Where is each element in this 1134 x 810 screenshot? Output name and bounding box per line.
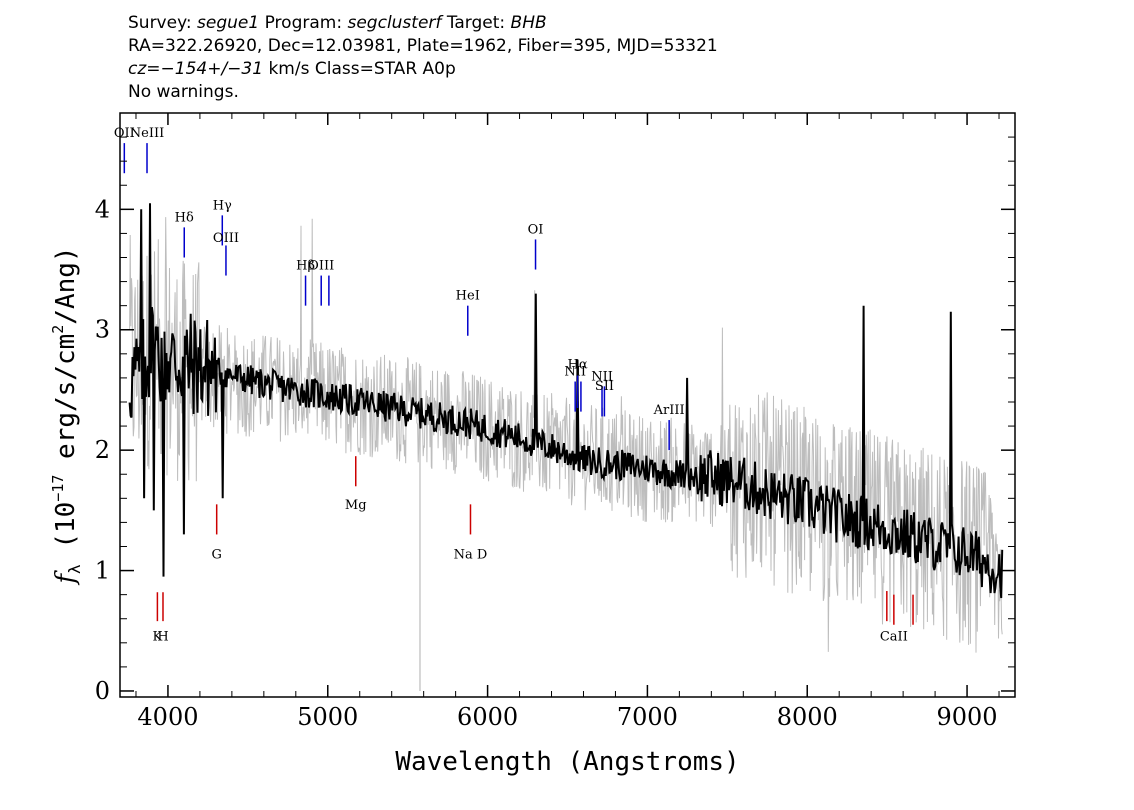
spectral-line-markers: HδHγOIIIHβOIIIHeIOINIIHαNIISIIArIIIOIINe…: [114, 126, 914, 644]
x-tick-label: 9000: [937, 703, 998, 731]
absorption-line-label: G: [211, 547, 221, 562]
y-tick-label: 4: [95, 195, 110, 223]
emission-line-label: Hδ: [175, 210, 194, 225]
y-label-exp2: 2: [49, 325, 67, 334]
x-tick-label: 4000: [137, 703, 198, 731]
y-axis-label: fλ (10−17 erg/s/cm2/Ang): [49, 246, 84, 585]
emission-line-label: HeI: [456, 289, 480, 304]
y-tick-label: 1: [95, 557, 110, 585]
emission-line-label: Hα: [568, 357, 588, 372]
smoothed-series: [128, 203, 1004, 599]
smoothed-trace: [128, 203, 1004, 599]
emission-line-label: Hβ: [296, 259, 315, 274]
emission-line-label: NII: [591, 369, 613, 384]
emission-line-label: NeIII: [130, 126, 164, 141]
absorption-line-label: Mg: [345, 498, 367, 513]
survey-value: segue1: [197, 13, 260, 33]
emission-line-label: OIII: [213, 231, 239, 246]
survey-label: Survey:: [128, 13, 192, 33]
emission-line-label: NII: [564, 364, 586, 379]
y-label-sub: λ: [65, 564, 84, 574]
y-label-pre: (10: [51, 502, 81, 565]
program-label: Program:: [264, 13, 343, 33]
emission-line-label: OI: [528, 222, 544, 237]
emission-line-label: Hγ: [213, 198, 232, 213]
header-line-warnings: No warnings.: [128, 82, 239, 102]
y-label-post: /Ang): [51, 246, 81, 324]
target-value: BHB: [510, 13, 547, 33]
absorption-line-label: H: [157, 629, 168, 644]
target-label: Target:: [446, 13, 506, 33]
cz-value: cz=−154+/−31: [128, 59, 264, 79]
emission-line-label: ArIII: [653, 403, 685, 418]
x-axis-label: Wavelength (Angstroms): [395, 747, 739, 777]
x-tick-label: 8000: [777, 703, 838, 731]
y-tick-label: 0: [95, 677, 110, 705]
x-tick-label: 5000: [297, 703, 358, 731]
header-line-survey: Survey: segue1 Program: segclusterf Targ…: [128, 12, 718, 35]
y-label-exp: −17: [49, 475, 67, 502]
header-line-redshift: cz=−154+/−31 km/s Class=STAR A0p: [128, 58, 718, 81]
emission-line-label: OIII: [308, 259, 334, 274]
plot-frame: [119, 112, 1016, 698]
absorption-line-label: CaII: [880, 629, 908, 644]
absorption-line-label: Na D: [454, 547, 488, 562]
noise-trace: [129, 217, 1003, 653]
y-tick-label: 2: [95, 436, 110, 464]
program-value: segclusterf: [347, 13, 442, 33]
emission-line-label: OII: [114, 126, 135, 141]
axis-ticks: 4000 5000 6000 7000 8000 9000 0 1 2 3 4: [95, 113, 1015, 731]
y-tick-label: 3: [95, 316, 110, 344]
y-label-mid: erg/s/cm: [51, 334, 81, 475]
header-line-coordinates: RA=322.26920, Dec=12.03981, Plate=1962, …: [128, 36, 718, 56]
absorption-line-label: K: [153, 629, 163, 644]
spectrum-header: Survey: segue1 Program: segclusterf Targ…: [128, 12, 718, 104]
x-tick-label: 6000: [457, 703, 518, 731]
emission-line-label: SII: [595, 379, 614, 394]
x-tick-label: 7000: [617, 703, 678, 731]
class-value: km/s Class=STAR A0p: [263, 59, 456, 79]
